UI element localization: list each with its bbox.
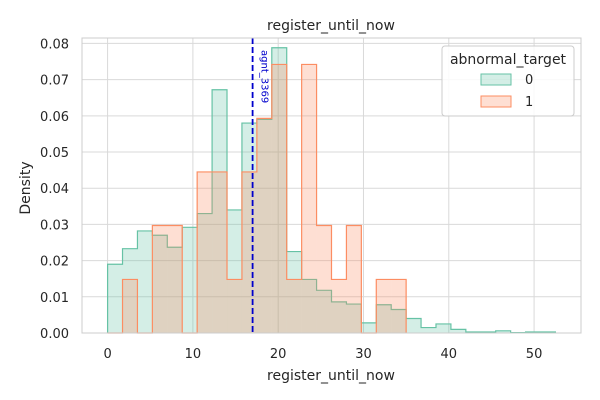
x-tick-label: 0: [103, 347, 111, 362]
bar-fill: [316, 290, 332, 333]
bar-fill: [197, 213, 213, 333]
bar-fill: [122, 279, 138, 333]
y-tick-label: 0.03: [40, 218, 69, 233]
series-layer: [106, 47, 557, 334]
x-axis-label: register_until_now: [267, 368, 395, 384]
series-1: [107, 63, 407, 334]
y-tick-label: 0.08: [40, 37, 69, 52]
bar-fill: [271, 64, 287, 333]
bar-fill: [346, 304, 362, 333]
bar-fill: [301, 64, 317, 333]
bar-fill: [495, 330, 511, 333]
bar-fill: [376, 304, 392, 333]
legend-label-1: 1: [525, 95, 533, 110]
series-0: [106, 47, 557, 334]
bar-fill: [331, 279, 347, 333]
bar-fill: [256, 119, 272, 334]
chart-title: register_until_now: [267, 18, 395, 34]
bar-fill: [182, 227, 198, 333]
x-tick-labels: 0 10 20 30 40 50: [103, 347, 542, 362]
bar-fill: [256, 118, 272, 333]
annotation-layer: agnt_3369: [251, 38, 270, 333]
bar-fill: [286, 279, 302, 333]
vline-label: agnt_3369: [259, 50, 270, 103]
bar-fill: [107, 264, 123, 333]
bar-fill: [406, 318, 422, 333]
y-tick-labels: 0.00 0.01 0.02 0.03 0.04 0.05 0.06 0.07 0.08: [40, 37, 69, 342]
bar-fill: [391, 279, 407, 333]
y-tick-label: 0.01: [40, 291, 69, 306]
y-tick-label: 0.05: [40, 146, 69, 161]
x-tick-label: 50: [526, 347, 543, 362]
bar-fill: [346, 225, 362, 333]
bar-fill: [152, 235, 168, 333]
bar-fill: [376, 279, 392, 333]
step-outline: [107, 63, 407, 334]
bar-fill: [316, 225, 332, 333]
bar-fill: [361, 322, 377, 333]
y-tick-label: 0.00: [40, 327, 69, 342]
legend-label-0: 0: [525, 73, 533, 88]
legend: abnormal_target 0 1: [441, 45, 575, 117]
bar-fill: [227, 209, 242, 333]
y-tick-label: 0.06: [40, 110, 69, 125]
bar-fill: [137, 230, 153, 333]
bar-fill: [450, 329, 466, 333]
y-tick-label: 0.02: [40, 255, 69, 270]
bar-fill: [152, 225, 168, 333]
legend-title: abnormal_target: [450, 52, 567, 68]
bar-fill: [301, 279, 317, 333]
legend-swatch-0: [480, 73, 512, 86]
bar-fill: [197, 171, 213, 333]
x-tick-label: 20: [270, 347, 287, 362]
plot-frame: [81, 37, 582, 334]
bar-fill: [167, 225, 183, 333]
x-tick-label: 10: [185, 347, 202, 362]
bar-fill: [227, 279, 242, 333]
bar-fill: [421, 327, 436, 333]
y-axis-label: Density: [18, 161, 34, 214]
x-tick-label: 40: [441, 347, 458, 362]
bar-fill: [212, 89, 228, 333]
y-tick-label: 0.04: [40, 182, 69, 197]
x-tick-label: 30: [355, 347, 372, 362]
bar-fill: [271, 47, 287, 333]
bar-fill: [167, 247, 183, 333]
step-outline: [106, 47, 557, 334]
bar-fill: [122, 248, 138, 333]
bar-fill: [212, 171, 228, 333]
bar-fill: [286, 251, 302, 333]
legend-box: [441, 45, 575, 117]
bar-fill: [435, 323, 451, 333]
bar-fill: [331, 301, 347, 333]
y-tick-label: 0.07: [40, 74, 69, 89]
bar-fill: [241, 171, 257, 333]
bar-fill: [391, 309, 407, 333]
legend-swatch-1: [480, 95, 512, 108]
